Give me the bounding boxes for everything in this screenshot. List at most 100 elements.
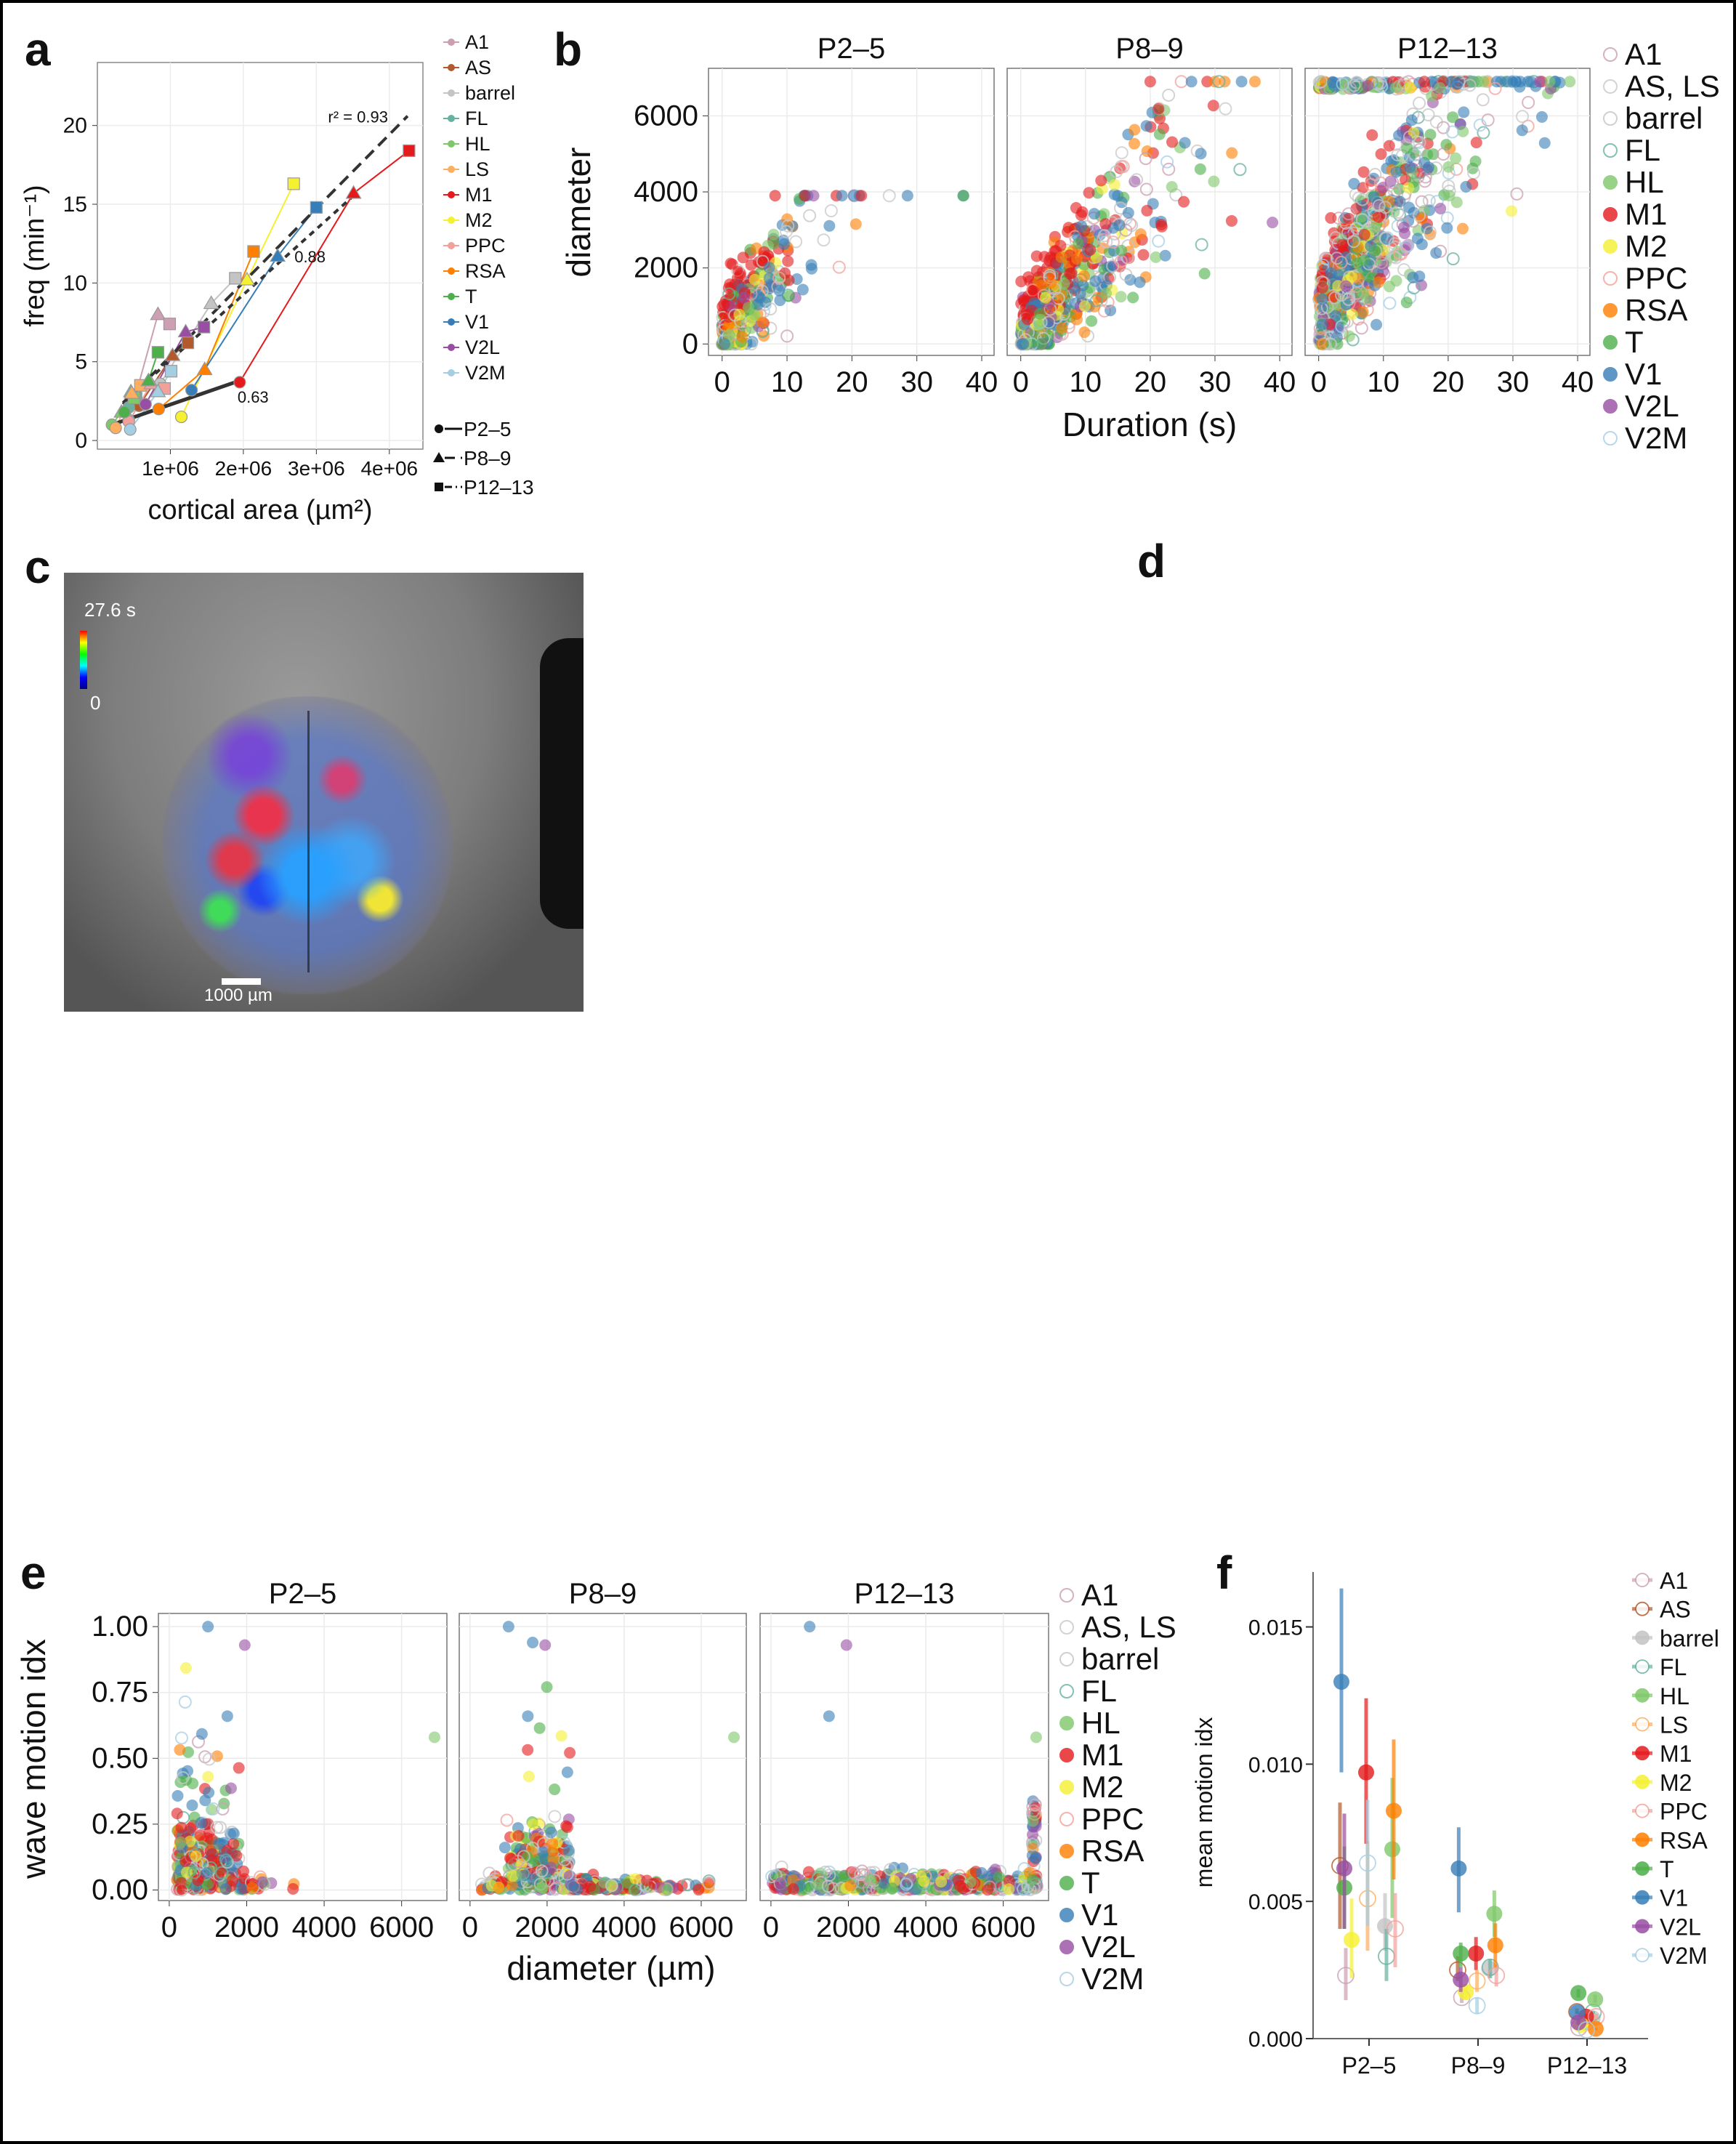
data-point-M1 — [227, 1838, 240, 1850]
data-point-V1 — [1340, 251, 1352, 263]
data-point-M1 — [1375, 148, 1387, 161]
data-point-HL — [1030, 1731, 1042, 1744]
legend-label-V1: V1 — [465, 311, 489, 333]
x-tick-label: 40 — [966, 366, 998, 398]
data-point-T — [1358, 254, 1370, 267]
data-point-V2L — [1117, 254, 1129, 266]
data-point-A1 — [1341, 207, 1355, 221]
data-point-V1 — [1385, 155, 1397, 167]
data-point-M1 — [1083, 187, 1095, 199]
legend-swatch-M2 — [1059, 1780, 1074, 1794]
point-A1-P12-13 — [163, 318, 177, 331]
data-point-HL — [428, 1731, 440, 1744]
data-point-T — [1361, 270, 1373, 282]
data-point-M1 — [1155, 220, 1168, 233]
data-point-barrel — [1476, 93, 1490, 107]
data-point-A1 — [1415, 195, 1429, 209]
legend-label-barrel: barrel — [465, 82, 515, 104]
legend-label: RSA — [1625, 293, 1687, 327]
data-point-barrel — [702, 1877, 716, 1890]
data-point-T — [1447, 111, 1459, 124]
facet-panel — [459, 1613, 747, 1901]
legend-swatch-HL — [1059, 1716, 1074, 1730]
x-tick-label: 3e+06 — [288, 457, 345, 480]
data-point-T — [1400, 297, 1413, 309]
legend-swatch-RSA — [448, 267, 455, 275]
x-tick-label: 6000 — [669, 1911, 733, 1943]
legend-label-PPC: PPC — [465, 235, 506, 257]
x-tick-label: 2000 — [514, 1911, 579, 1943]
data-point-V1 — [561, 1766, 573, 1778]
data-point-barrel — [1106, 259, 1120, 273]
point-V2M-P2-5 — [124, 423, 137, 436]
mean-point-V2L — [1453, 1971, 1469, 1988]
data-point-RSA — [756, 316, 769, 329]
point-V2M-P8-9 — [150, 383, 166, 398]
data-point-RSA — [1078, 326, 1091, 339]
legend-label: A1 — [1625, 37, 1662, 71]
data-point-HL — [536, 1882, 548, 1894]
y-tick-label: 10 — [63, 271, 87, 295]
data-point-V2M — [1373, 76, 1387, 90]
mean-point-V2L — [1570, 2014, 1587, 2031]
data-point-M1 — [1152, 102, 1165, 115]
data-point-V1 — [1430, 247, 1442, 259]
data-point-V2M — [1445, 125, 1459, 139]
data-point-T — [549, 1784, 561, 1796]
data-point-V2L — [1362, 79, 1374, 92]
data-point-RSA — [1248, 76, 1261, 88]
data-point-M1 — [233, 1762, 245, 1774]
y-axis-label: mean motion idx — [1191, 1717, 1217, 1888]
data-point-HL — [1450, 152, 1462, 164]
data-point-ASLS — [548, 1810, 562, 1823]
legend-marker-triangle — [433, 452, 445, 462]
legend-swatch-barrel — [448, 89, 455, 97]
point-M1-P12-13 — [403, 144, 416, 157]
data-point-V1 — [773, 284, 786, 297]
scatter-points-2 — [1312, 75, 1576, 351]
data-point-M1 — [1030, 250, 1043, 262]
legend-swatch-barrel — [1635, 1630, 1650, 1645]
data-point-M2 — [1346, 270, 1358, 283]
legend-swatch-V1 — [448, 318, 455, 326]
data-point-V1 — [901, 190, 913, 202]
y-tick-label: 2000 — [634, 252, 698, 284]
data-point-V1 — [1074, 288, 1086, 300]
data-point-M1 — [855, 190, 868, 202]
point-M2-P12-13 — [287, 177, 300, 190]
legend-label: PPC — [1625, 261, 1687, 295]
data-point-V1 — [823, 219, 836, 232]
point-AS-P8-9 — [164, 347, 181, 361]
data-point-HL — [723, 329, 735, 341]
data-point-V1 — [1316, 318, 1328, 331]
data-point-barrel — [1401, 238, 1415, 252]
data-point-T — [541, 1681, 553, 1693]
data-point-ASLS — [202, 1752, 216, 1766]
data-point-M2 — [918, 1875, 930, 1887]
legend-swatch-PPC — [1059, 1812, 1074, 1826]
data-point-A1 — [1522, 96, 1535, 110]
legend-label: T — [1081, 1866, 1100, 1900]
data-point-ASLS — [780, 225, 794, 238]
legend-age-label: P8–9 — [464, 447, 511, 469]
data-point-V1 — [502, 1621, 514, 1633]
facet-title: P2–5 — [269, 1578, 336, 1610]
data-point-RSA — [246, 1882, 259, 1894]
panel-label-e: e — [20, 1547, 47, 1599]
data-point-M1 — [724, 257, 737, 270]
data-point-V1 — [1330, 310, 1342, 322]
x-tick-label: P2–5 — [1342, 2052, 1397, 2079]
data-point-M1 — [734, 270, 746, 282]
data-point-T — [1427, 148, 1440, 161]
data-point-V1 — [171, 1790, 184, 1802]
data-point-V1 — [1460, 180, 1472, 193]
data-point-M1 — [1358, 228, 1370, 241]
legend-swatch-RSA — [1603, 303, 1618, 318]
legend-swatch-HL — [1603, 175, 1618, 190]
data-point-FL — [1195, 238, 1208, 251]
data-point-M1 — [982, 1884, 994, 1896]
data-point-V2L — [905, 1873, 917, 1885]
data-point-M1 — [1316, 281, 1328, 294]
data-point-barrel — [1162, 88, 1176, 102]
mean-point-V1 — [1450, 1860, 1467, 1877]
